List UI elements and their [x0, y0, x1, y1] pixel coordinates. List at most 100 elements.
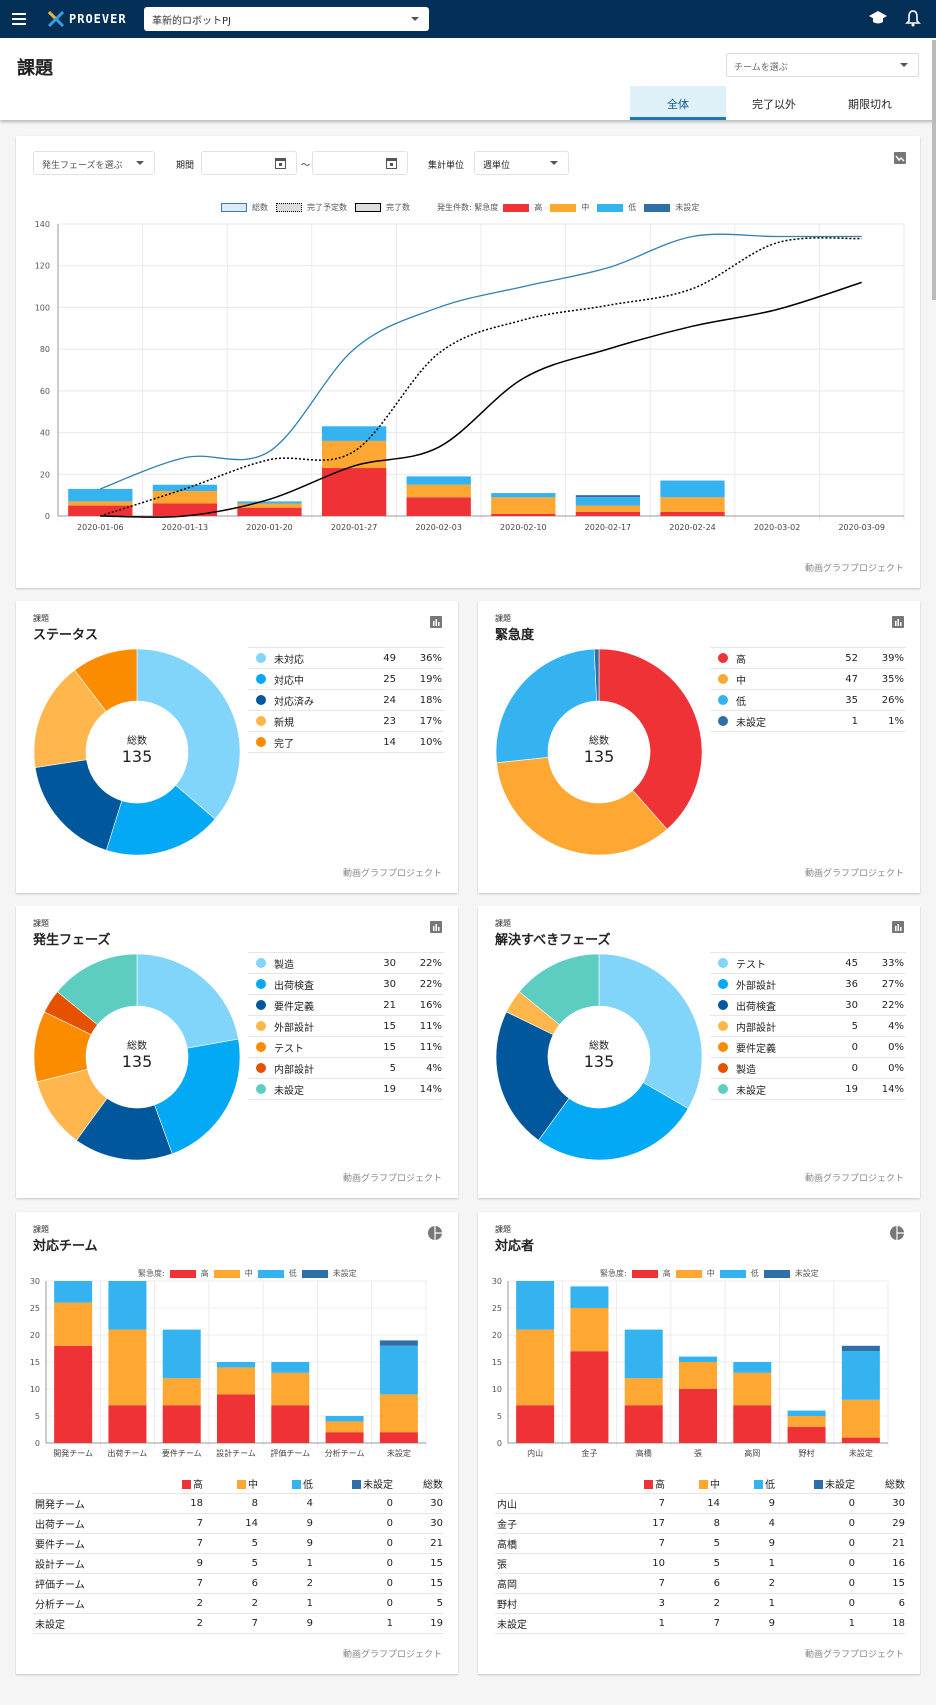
legend-row[interactable]: テスト 45 33% — [710, 953, 906, 974]
donut-slice-出荷検査[interactable] — [154, 1038, 241, 1155]
bar-segment-高[interactable] — [624, 1405, 663, 1443]
unit-select[interactable]: 週単位 — [474, 151, 569, 175]
start-date-input[interactable] — [201, 151, 297, 175]
bar-chart-toggle-icon[interactable] — [430, 616, 442, 628]
footer-link[interactable]: 動画グラフプロジェクト — [804, 1650, 904, 1660]
table-row[interactable]: 高橋 7 5 9 0 21 — [495, 1534, 905, 1554]
bar-segment-低[interactable] — [787, 1410, 826, 1416]
bar-segment-中[interactable] — [841, 1399, 880, 1438]
legend-swatch-mid[interactable] — [550, 203, 577, 212]
bar-segment-高[interactable] — [54, 1345, 93, 1443]
bar-segment-中[interactable] — [570, 1308, 609, 1352]
bar-chart-toggle-icon[interactable] — [430, 921, 442, 933]
donut-slice-未設定[interactable] — [518, 953, 600, 1026]
footer-link[interactable]: 動画グラフプロジェクト — [342, 1650, 442, 1660]
donut-slice-完了[interactable] — [74, 648, 138, 712]
legend-row[interactable]: 出荷検査 30 22% — [248, 974, 444, 995]
bar-segment-中[interactable] — [152, 490, 218, 504]
table-row[interactable]: 内山 7 14 9 0 30 — [495, 1494, 905, 1514]
footer-link[interactable]: 動画グラフプロジェクト — [342, 1174, 442, 1184]
footer-link[interactable]: 動画グラフプロジェクト — [804, 869, 904, 879]
end-date-input[interactable] — [312, 151, 408, 175]
tab-all[interactable]: 全体 — [630, 86, 726, 120]
table-row[interactable]: 高岡 7 6 2 0 15 — [495, 1574, 905, 1594]
bar-segment-低[interactable] — [152, 484, 218, 491]
bar-segment-低[interactable] — [162, 1329, 201, 1379]
bar-segment-低[interactable] — [570, 1286, 609, 1308]
menu-icon[interactable] — [12, 13, 26, 25]
bell-icon[interactable] — [904, 9, 922, 27]
legend-swatch-low[interactable] — [257, 1269, 284, 1278]
bar-segment-中[interactable] — [624, 1378, 663, 1406]
phase-select[interactable]: 発生フェーズを選ぶ — [33, 151, 155, 175]
team-select[interactable]: チームを選ぶ — [726, 53, 919, 77]
line-chart-toggle-icon[interactable] — [894, 152, 906, 164]
legend-swatch-mid[interactable] — [213, 1269, 240, 1278]
bar-segment-中[interactable] — [660, 497, 725, 512]
legend-row[interactable]: 低 35 26% — [710, 690, 906, 711]
legend-row[interactable]: 出荷検査 30 22% — [710, 995, 906, 1016]
bar-segment-低[interactable] — [406, 476, 471, 485]
legend-row[interactable]: 内部設計 5 4% — [710, 1016, 906, 1037]
bar-segment-低[interactable] — [325, 1416, 364, 1422]
bar-segment-高[interactable] — [217, 1394, 255, 1443]
legend-swatch-done[interactable] — [355, 203, 381, 212]
pie-chart-toggle-icon[interactable] — [890, 1226, 904, 1240]
bar-chart-toggle-icon[interactable] — [892, 616, 904, 628]
table-row[interactable]: 未設定 2 7 9 1 19 — [33, 1614, 443, 1634]
legend-row[interactable]: 未対応 49 36% — [248, 648, 444, 669]
legend-row[interactable]: 要件定義 0 0% — [710, 1037, 906, 1058]
legend-row[interactable]: 中 47 35% — [710, 669, 906, 690]
table-row[interactable]: 設計チーム 9 5 1 0 15 — [33, 1554, 443, 1574]
bar-segment-低[interactable] — [491, 493, 556, 498]
table-row[interactable]: 金子 17 8 4 0 29 — [495, 1514, 905, 1534]
bar-segment-低[interactable] — [271, 1362, 310, 1373]
legend-row[interactable]: 外部設計 36 27% — [710, 974, 906, 995]
page-scrollbar[interactable] — [932, 40, 936, 300]
legend-swatch-mid[interactable] — [675, 1269, 702, 1278]
bar-segment-高[interactable] — [237, 507, 302, 516]
bar-segment-低[interactable] — [575, 497, 641, 506]
bar-segment-低[interactable] — [108, 1281, 147, 1330]
bar-segment-低[interactable] — [624, 1329, 663, 1379]
tab-overdue[interactable]: 期限切れ — [848, 98, 892, 111]
pie-chart-toggle-icon[interactable] — [428, 1226, 442, 1240]
bar-segment-高[interactable] — [325, 1432, 364, 1443]
calendar-icon[interactable] — [386, 157, 397, 169]
project-select[interactable]: 革新的ロボットPJ — [144, 7, 429, 31]
line-planned[interactable] — [100, 237, 862, 517]
bar-segment-高[interactable] — [516, 1405, 555, 1443]
bar-segment-中[interactable] — [733, 1372, 772, 1406]
legend-row[interactable]: 新規 23 17% — [248, 711, 444, 732]
bar-segment-中[interactable] — [575, 505, 641, 512]
legend-swatch-total[interactable] — [221, 203, 247, 212]
donut-slice-未設定[interactable] — [56, 953, 138, 1026]
line-total[interactable] — [100, 233, 862, 490]
donut-slice-対応済み[interactable] — [34, 759, 123, 851]
bar-segment-中[interactable] — [108, 1329, 147, 1406]
legend-swatch-high[interactable] — [169, 1269, 196, 1278]
legend-row[interactable]: 内部設計 5 4% — [248, 1058, 444, 1079]
bar-segment-中[interactable] — [325, 1421, 364, 1433]
bar-segment-中[interactable] — [491, 497, 556, 514]
donut-slice-対応中[interactable] — [105, 784, 216, 856]
bar-segment-未設定[interactable] — [841, 1345, 880, 1352]
legend-row[interactable]: 対応済み 24 18% — [248, 690, 444, 711]
bar-segment-中[interactable] — [237, 503, 302, 508]
bar-segment-高[interactable] — [575, 511, 641, 516]
legend-row[interactable]: 製造 30 22% — [248, 953, 444, 974]
donut-slice-未対応[interactable] — [136, 648, 241, 820]
bar-segment-低[interactable] — [516, 1281, 555, 1330]
donut-slice-出荷検査[interactable] — [495, 1011, 570, 1141]
bar-segment-低[interactable] — [68, 488, 133, 502]
bar-segment-低[interactable] — [237, 501, 302, 504]
table-row[interactable]: 出荷チーム 7 14 9 0 30 — [33, 1514, 443, 1534]
bar-segment-高[interactable] — [733, 1405, 772, 1443]
bar-segment-高[interactable] — [787, 1426, 826, 1443]
graduation-cap-icon[interactable] — [868, 9, 888, 27]
table-row[interactable]: 野村 3 2 1 0 6 — [495, 1594, 905, 1614]
bar-segment-高[interactable] — [321, 468, 387, 516]
bar-segment-低[interactable] — [733, 1362, 772, 1373]
bar-segment-低[interactable] — [660, 480, 725, 498]
legend-swatch-unset[interactable] — [644, 203, 671, 212]
